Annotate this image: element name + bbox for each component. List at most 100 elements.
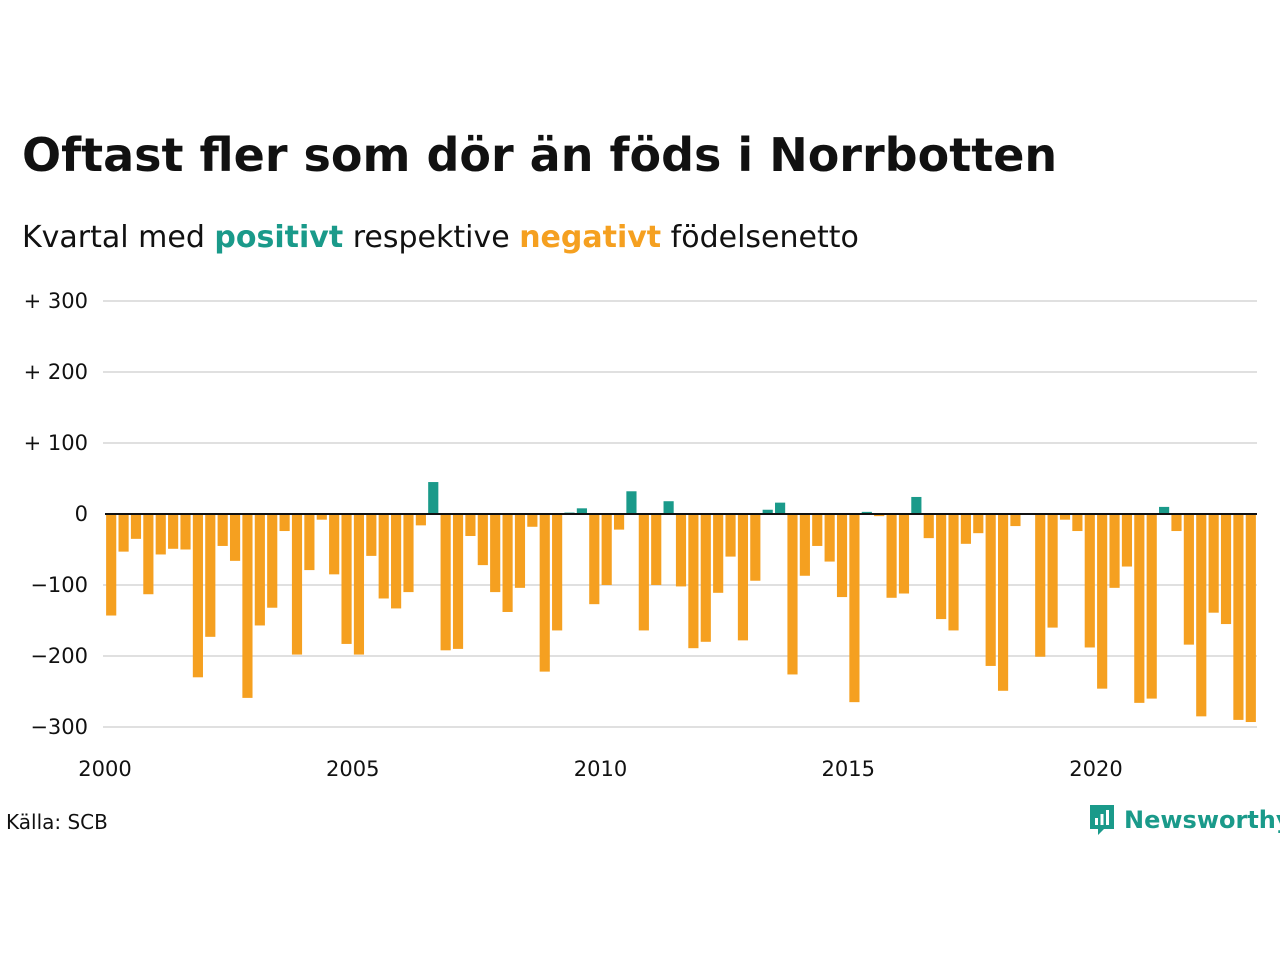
bar-2014-q2 <box>812 514 823 546</box>
bar-2017-q3 <box>973 514 984 534</box>
bar-2020-q4 <box>1134 514 1145 703</box>
bar-2018-q1 <box>997 514 1009 691</box>
bar-2010-q2 <box>613 514 625 530</box>
bar-2005-q4 <box>391 514 402 609</box>
subtitle-suffix: födelsenetto <box>661 220 859 255</box>
chart-title: Oftast fler som dör än föds i Norrbotten <box>22 128 1058 182</box>
bar-2021-q4 <box>1183 514 1194 645</box>
bar-2007-q2 <box>465 514 476 537</box>
subtitle-negative-label: negativt <box>519 220 662 255</box>
bar-chart: + 300 + 200 + 100 0 −100 −200 −300 2000 2005 201… <box>24 289 1257 781</box>
bar-2006-q1 <box>403 514 414 593</box>
y-tick-label: −200 <box>30 644 88 668</box>
bar-2022-q1 <box>1196 514 1207 717</box>
brand-name: Newsworthy <box>1124 806 1280 834</box>
bar-2020-q3 <box>1121 514 1133 567</box>
y-tick-label: + 300 <box>24 289 88 313</box>
bar-2020-q2 <box>1109 514 1120 588</box>
bar-2006-q4 <box>440 514 451 651</box>
bar-2017-q4 <box>985 514 996 666</box>
bar-2002-q2 <box>217 514 228 546</box>
bar-2001-q3 <box>180 514 191 550</box>
bar-2016-q1 <box>898 514 910 594</box>
bar-2016-q2 <box>911 496 922 514</box>
bar-2020-q1 <box>1097 514 1108 689</box>
bar-2001-q2 <box>168 514 179 549</box>
bar-2009-q4 <box>589 514 600 605</box>
bar-2004-q3 <box>329 514 340 575</box>
bar-2019-q3 <box>1072 514 1083 532</box>
bar-2013-q2 <box>762 509 773 514</box>
bar-2000-q2 <box>118 514 129 552</box>
bar-2011-q3 <box>675 514 687 587</box>
bar-2006-q3 <box>428 482 439 514</box>
bar-2023-q1 <box>1245 514 1256 723</box>
bar-2021-q1 <box>1146 514 1157 699</box>
bar-2018-q4 <box>1035 514 1046 657</box>
bar-2007-q1 <box>452 514 464 649</box>
bar-2003-q3 <box>279 514 290 532</box>
source-note: Källa: SCB <box>6 810 108 834</box>
y-tick-label: −100 <box>30 573 88 597</box>
bar-2008-q1 <box>502 514 513 612</box>
x-tick-label: 2010 <box>574 757 627 781</box>
bar-2011-q4 <box>688 514 699 649</box>
bar-2008-q3 <box>527 514 538 527</box>
bar-2014-q1 <box>799 514 810 576</box>
bar-2004-q4 <box>341 514 352 644</box>
bar-2019-q4 <box>1084 514 1095 648</box>
bar-2008-q2 <box>514 514 526 588</box>
x-tick-label: 2005 <box>326 757 379 781</box>
bar-2003-q2 <box>267 514 278 608</box>
bar-2013-q4 <box>787 514 798 675</box>
bar-2007-q3 <box>477 514 488 566</box>
bar-2014-q3 <box>824 514 835 562</box>
bar-2002-q1 <box>205 514 216 637</box>
bar-2018-q2 <box>1010 514 1021 527</box>
bar-2017-q1 <box>948 514 959 631</box>
bar-2000-q4 <box>143 514 154 595</box>
bar-2010-q4 <box>638 514 649 631</box>
y-tick-label: + 100 <box>24 431 88 455</box>
bar-2006-q2 <box>415 514 426 526</box>
bar-2022-q3 <box>1220 514 1232 625</box>
bar-2009-q1 <box>552 514 563 631</box>
bar-2007-q4 <box>490 514 501 593</box>
bar-2004-q2 <box>316 514 327 520</box>
x-tick-label: 2020 <box>1069 757 1122 781</box>
x-tick-label: 2015 <box>821 757 874 781</box>
y-tick-label: 0 <box>75 502 88 526</box>
bar-2001-q4 <box>192 514 203 678</box>
bar-2014-q4 <box>836 514 848 598</box>
bar-2005-q3 <box>378 514 389 599</box>
chart-subtitle: Kvartal med positivt respektive negativt… <box>22 220 859 255</box>
bar-2013-q3 <box>775 502 786 514</box>
subtitle-positive-label: positivt <box>214 220 344 255</box>
bar-2001-q1 <box>155 514 166 555</box>
brand-logo[interactable]: Newsworthy <box>1088 803 1280 837</box>
bar-2019-q2 <box>1059 514 1071 520</box>
bar-2002-q4 <box>242 514 253 698</box>
subtitle-middle: respektive <box>343 220 520 255</box>
bar-2000-q1 <box>106 514 117 616</box>
bar-2017-q2 <box>960 514 971 544</box>
bar-2008-q4 <box>539 514 550 672</box>
x-tick-label: 2000 <box>78 757 131 781</box>
bar-2002-q3 <box>229 514 241 561</box>
bar-2012-q4 <box>737 514 749 641</box>
bar-2021-q3 <box>1171 514 1182 532</box>
bar-2022-q2 <box>1208 514 1219 613</box>
bar-2019-q1 <box>1047 514 1058 628</box>
bars <box>106 482 1256 723</box>
bar-2012-q3 <box>725 514 736 557</box>
bar-2015-q2 <box>861 511 872 514</box>
y-tick-label: + 200 <box>24 360 88 384</box>
bar-2012-q2 <box>713 514 724 593</box>
bar-2010-q3 <box>626 491 637 514</box>
bar-2015-q4 <box>886 514 897 598</box>
bar-2005-q1 <box>353 514 365 655</box>
subtitle-prefix: Kvartal med <box>22 220 215 255</box>
bar-2021-q2 <box>1159 506 1170 514</box>
bar-2004-q1 <box>304 514 315 571</box>
bar-2013-q1 <box>750 514 761 581</box>
